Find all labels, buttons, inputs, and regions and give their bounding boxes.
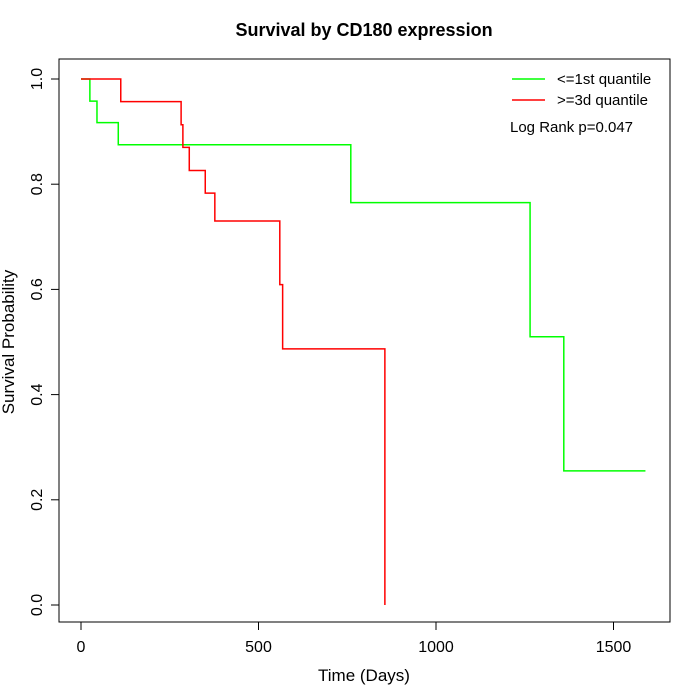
x-tick-label: 1000	[418, 639, 454, 656]
x-tick-label: 500	[245, 639, 272, 656]
series-line-1	[81, 78, 646, 472]
y-tick-label: 0.4	[29, 383, 46, 405]
x-axis: 0 500 1000 1500	[77, 621, 632, 656]
x-tick-label: 0	[77, 639, 86, 656]
y-tick-label: 0.0	[29, 594, 46, 616]
chart-title: Survival by CD180 expression	[235, 20, 492, 40]
plot-frame	[58, 58, 671, 623]
y-tick-label: 0.6	[29, 278, 46, 300]
log-rank-annotation: Log Rank p=0.047	[510, 119, 633, 136]
x-tick-label: 1500	[596, 639, 632, 656]
y-tick-label: 0.2	[29, 489, 46, 511]
x-axis-label: Time (Days)	[318, 666, 410, 685]
y-tick-label: 0.8	[29, 173, 46, 195]
legend: <=1st quantile >=3d quantile	[512, 71, 651, 109]
legend-label: <=1st quantile	[557, 71, 651, 88]
y-axis: 0.0 0.2 0.4 0.6 0.8 1.0	[29, 68, 60, 616]
legend-label: >=3d quantile	[557, 92, 648, 109]
y-axis-label: Survival Probability	[0, 269, 18, 414]
series-layer	[81, 78, 646, 605]
y-tick-label: 1.0	[29, 68, 46, 90]
series-line-2	[81, 78, 386, 605]
